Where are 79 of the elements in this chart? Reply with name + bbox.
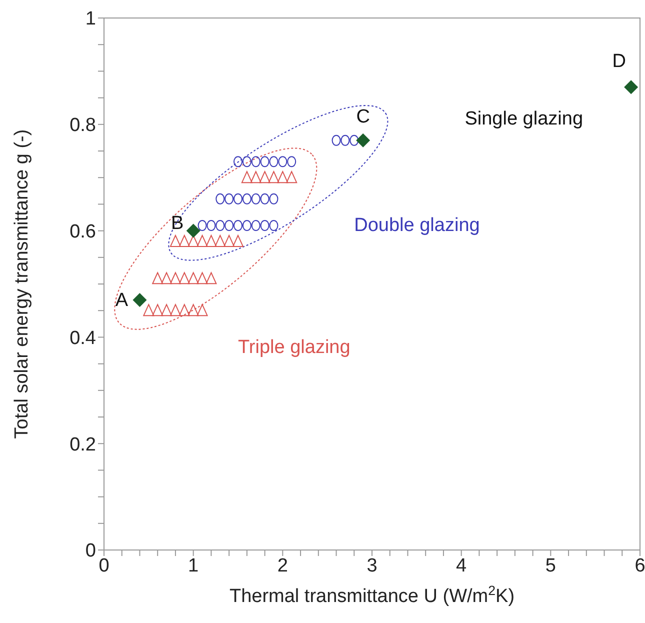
point [206, 234, 217, 247]
point [259, 171, 270, 184]
point [624, 80, 638, 94]
point [356, 133, 370, 148]
point [251, 220, 260, 231]
point [269, 193, 278, 204]
x-tick-label: 1 [188, 555, 199, 576]
point [350, 134, 359, 146]
point [214, 234, 226, 247]
point [260, 193, 270, 204]
point [186, 224, 200, 238]
point [332, 134, 341, 146]
point [224, 193, 234, 204]
point [250, 171, 262, 184]
point [178, 304, 190, 316]
y-tick-label: 0.8 [70, 115, 96, 136]
point [178, 272, 190, 284]
point [234, 220, 242, 231]
annotation: C [356, 106, 370, 128]
point [241, 171, 252, 184]
point [224, 220, 234, 231]
point [286, 171, 298, 184]
point [196, 272, 208, 284]
point [170, 234, 181, 247]
x-tick-label: 2 [277, 555, 288, 576]
point [277, 171, 288, 184]
point [340, 134, 350, 146]
y-tick-label: 0 [85, 540, 96, 562]
point [216, 193, 225, 204]
text: Single glazing [464, 108, 584, 130]
x-tick-label: 6 [634, 555, 645, 576]
y-tick-label: 1 [85, 8, 96, 30]
point [198, 220, 207, 231]
y-tick-label: 0.4 [70, 328, 96, 349]
point [206, 272, 217, 284]
point [206, 220, 216, 231]
point [234, 193, 242, 204]
y-axis-title: Total solar energy transmittance g (-) [12, 129, 33, 439]
point [260, 156, 270, 168]
point [269, 220, 278, 231]
point [152, 272, 164, 284]
point [152, 304, 164, 316]
point [170, 272, 181, 284]
point [161, 304, 172, 316]
y-tick-label: 0.2 [70, 434, 96, 456]
point [216, 220, 225, 231]
point [161, 272, 172, 284]
text: Double glazing [354, 214, 480, 236]
point [143, 304, 154, 316]
point [196, 234, 208, 247]
x-axis-title: Thermal transmittance U (W/m$^{2}$K) [229, 582, 515, 607]
point [170, 304, 181, 316]
x-tick-label: 5 [545, 555, 556, 576]
annotation: D [612, 51, 626, 72]
point [242, 156, 252, 168]
point [234, 156, 242, 168]
point [269, 156, 278, 168]
x-tick-label: 3 [366, 555, 378, 576]
point [188, 304, 199, 316]
y-tick-label: 0.6 [70, 222, 96, 243]
point [251, 156, 260, 168]
point [242, 193, 252, 204]
point [224, 234, 235, 247]
point [132, 292, 147, 307]
annotation: A [115, 290, 128, 311]
point [232, 234, 244, 247]
point [251, 193, 260, 204]
x-tick-label: 0 [98, 555, 110, 576]
x-tick-label: 4 [456, 555, 468, 576]
point [278, 156, 288, 168]
point [287, 156, 296, 168]
point [188, 272, 199, 284]
point [242, 220, 252, 231]
annotation: B [170, 212, 184, 234]
point [268, 171, 280, 184]
series-label: Triple glazing [238, 337, 350, 358]
point [178, 234, 190, 247]
point [196, 304, 208, 316]
point [260, 220, 270, 231]
